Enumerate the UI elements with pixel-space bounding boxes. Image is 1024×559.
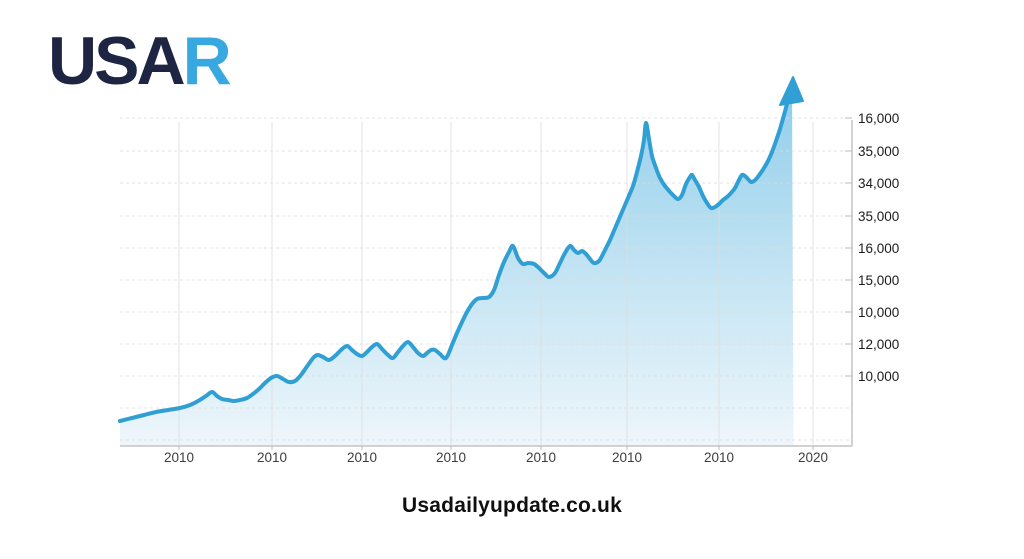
x-tick-label: 2010 [347,450,377,465]
logo-text-accent: R [182,23,232,99]
y-tick-label: 34,000 [858,176,899,191]
x-tick-label: 2010 [526,450,556,465]
website-url: Usadailyupdate.co.uk [402,494,622,517]
logo-text-dark: USA [48,23,186,99]
x-tick-label: 2010 [436,450,466,465]
y-tick-label: 10,000 [858,369,899,384]
gridlines [120,117,852,446]
y-tick-label: 10,000 [858,305,899,320]
series-area-fill [120,84,794,446]
x-tick-label: 2010 [704,450,734,465]
x-tick-label: 2020 [798,450,828,465]
y-tick-label: 15,000 [858,273,899,288]
tick-marks [178,117,852,450]
axes [120,120,853,447]
arrow-up-icon [779,76,804,106]
y-tick-label: 16,000 [858,111,899,126]
x-tick-label: 2010 [257,450,287,465]
brand-logo: USAR [48,27,232,95]
y-tick-label: 35,000 [858,209,899,224]
series-line [118,82,794,423]
x-tick-label: 2010 [612,450,642,465]
y-tick-label: 16,000 [858,241,899,256]
y-tick-label: 35,000 [858,144,899,159]
x-tick-label: 2010 [164,450,194,465]
y-tick-label: 12,000 [858,337,899,352]
